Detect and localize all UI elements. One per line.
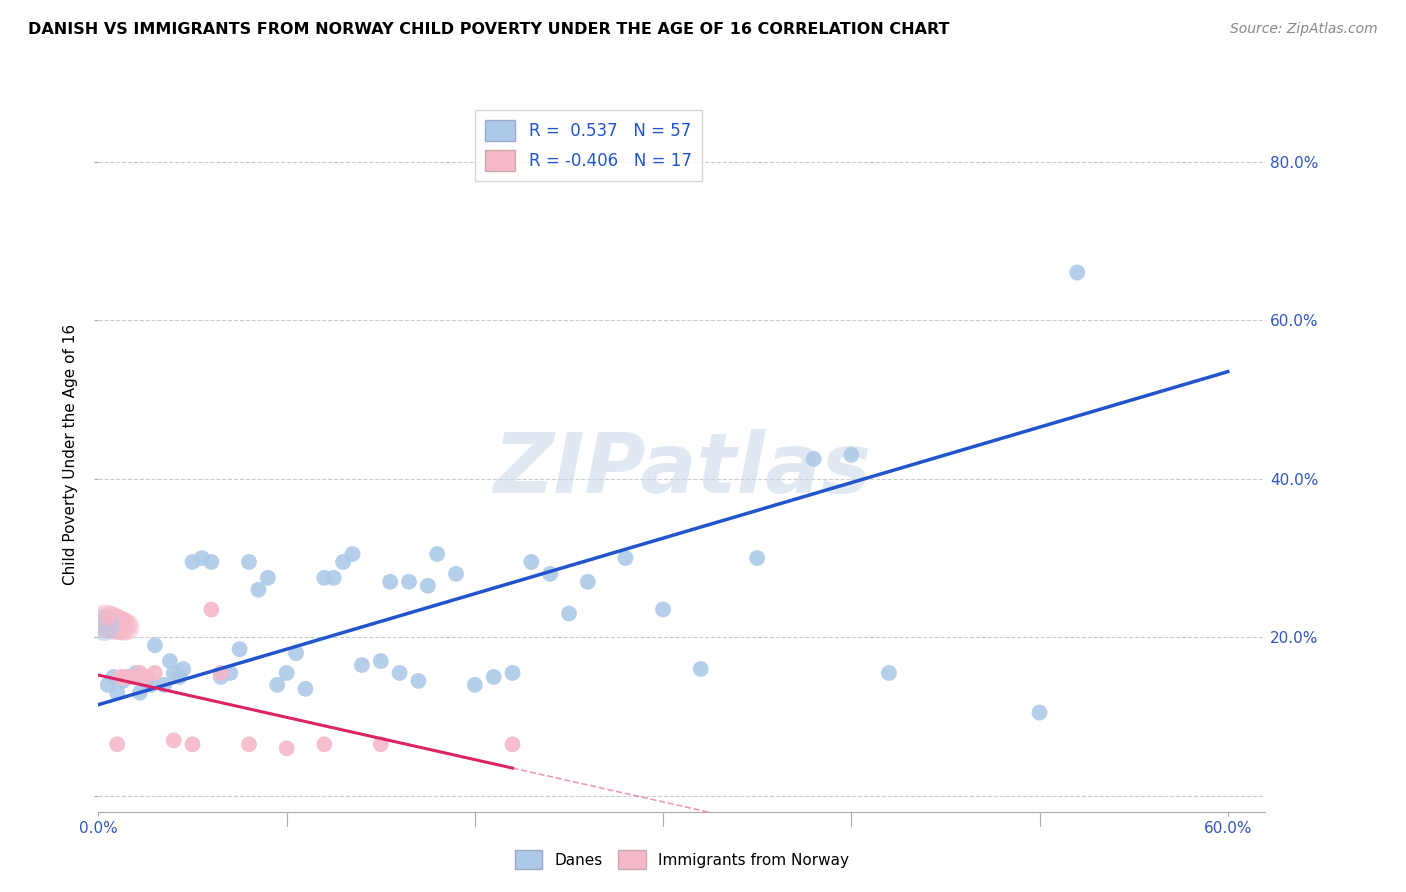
- Point: [111, 619, 134, 633]
- Point: [121, 670, 143, 684]
- Point: [219, 665, 242, 680]
- Point: [342, 547, 364, 561]
- Point: [128, 665, 150, 680]
- Point: [332, 555, 354, 569]
- Point: [108, 618, 131, 632]
- Point: [159, 654, 181, 668]
- Point: [97, 610, 120, 624]
- Point: [163, 665, 186, 680]
- Point: [105, 686, 128, 700]
- Point: [115, 670, 138, 684]
- Point: [111, 673, 134, 688]
- Point: [1066, 266, 1088, 280]
- Point: [416, 579, 439, 593]
- Point: [143, 665, 166, 680]
- Text: DANISH VS IMMIGRANTS FROM NORWAY CHILD POVERTY UNDER THE AGE OF 16 CORRELATION C: DANISH VS IMMIGRANTS FROM NORWAY CHILD P…: [28, 22, 949, 37]
- Point: [181, 555, 204, 569]
- Point: [322, 571, 344, 585]
- Point: [191, 551, 214, 566]
- Point: [200, 602, 222, 616]
- Point: [576, 574, 599, 589]
- Point: [520, 555, 543, 569]
- Point: [388, 665, 411, 680]
- Point: [502, 665, 524, 680]
- Point: [408, 673, 430, 688]
- Point: [314, 737, 336, 751]
- Text: ZIPatlas: ZIPatlas: [494, 429, 870, 509]
- Point: [614, 551, 637, 566]
- Point: [172, 662, 194, 676]
- Point: [93, 618, 115, 632]
- Point: [482, 670, 505, 684]
- Point: [538, 566, 561, 581]
- Point: [228, 642, 250, 657]
- Point: [110, 670, 132, 684]
- Point: [103, 616, 125, 631]
- Point: [426, 547, 449, 561]
- Point: [350, 658, 373, 673]
- Point: [181, 737, 204, 751]
- Point: [558, 607, 581, 621]
- Point: [153, 678, 176, 692]
- Point: [134, 673, 156, 688]
- Point: [294, 681, 316, 696]
- Point: [105, 617, 128, 632]
- Point: [276, 665, 298, 680]
- Point: [652, 602, 675, 616]
- Point: [285, 646, 308, 660]
- Point: [444, 566, 467, 581]
- Point: [97, 615, 120, 630]
- Point: [117, 670, 139, 684]
- Point: [103, 670, 125, 684]
- Point: [1028, 706, 1050, 720]
- Point: [128, 686, 150, 700]
- Point: [97, 678, 120, 692]
- Point: [276, 741, 298, 756]
- Point: [747, 551, 769, 566]
- Y-axis label: Child Poverty Under the Age of 16: Child Poverty Under the Age of 16: [63, 325, 79, 585]
- Point: [803, 451, 825, 466]
- Point: [139, 678, 162, 692]
- Point: [209, 665, 232, 680]
- Point: [464, 678, 486, 692]
- Point: [169, 670, 191, 684]
- Legend: Danes, Immigrants from Norway: Danes, Immigrants from Norway: [509, 844, 855, 875]
- Point: [163, 733, 186, 747]
- Point: [877, 665, 900, 680]
- Point: [370, 737, 392, 751]
- Point: [266, 678, 288, 692]
- Point: [247, 582, 270, 597]
- Point: [689, 662, 711, 676]
- Point: [105, 737, 128, 751]
- Point: [839, 448, 862, 462]
- Point: [238, 737, 260, 751]
- Text: Source: ZipAtlas.com: Source: ZipAtlas.com: [1230, 22, 1378, 37]
- Point: [314, 571, 336, 585]
- Point: [143, 638, 166, 652]
- Point: [370, 654, 392, 668]
- Point: [114, 620, 136, 634]
- Point: [200, 555, 222, 569]
- Point: [94, 615, 117, 629]
- Point: [100, 615, 122, 630]
- Point: [125, 665, 148, 680]
- Point: [378, 574, 402, 589]
- Point: [256, 571, 278, 585]
- Point: [134, 670, 156, 684]
- Point: [398, 574, 420, 589]
- Point: [238, 555, 260, 569]
- Point: [502, 737, 524, 751]
- Point: [209, 670, 232, 684]
